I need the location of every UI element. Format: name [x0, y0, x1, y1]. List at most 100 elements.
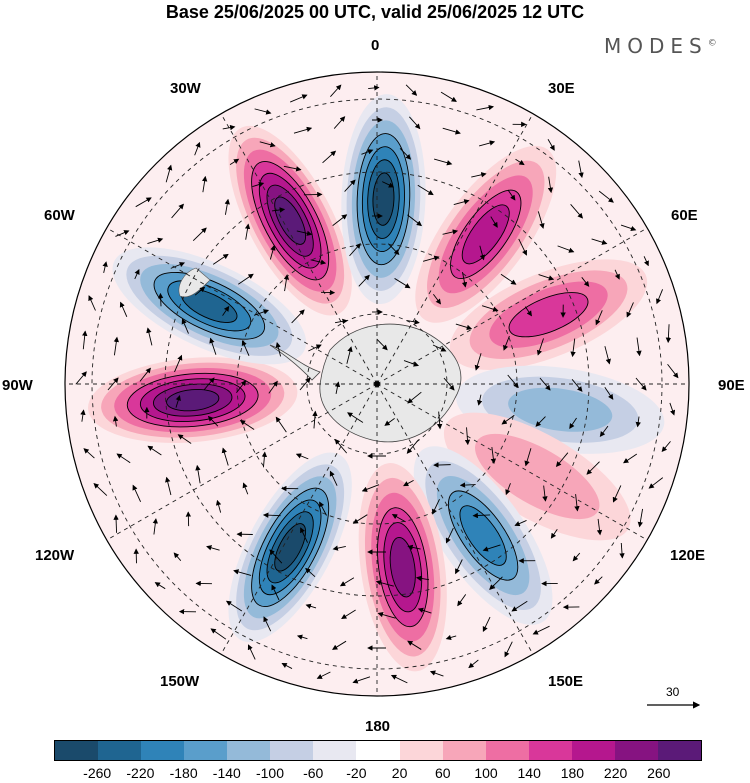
wind-vector	[403, 480, 414, 487]
wind-vector	[171, 203, 184, 219]
wind-vector	[648, 477, 664, 489]
wind-vector	[479, 140, 496, 147]
wind-vector	[407, 544, 421, 551]
wind-vector	[165, 476, 172, 496]
wind-vector	[569, 417, 577, 429]
meridian-line	[106, 383, 378, 541]
wind-vector	[461, 271, 468, 288]
wind-vector	[399, 148, 412, 160]
wind-vector	[83, 448, 95, 459]
colorbar-segment	[227, 741, 271, 760]
wind-vector	[334, 381, 341, 394]
wind-vector	[283, 274, 290, 292]
wind-vector	[626, 302, 634, 318]
wind-vector	[570, 338, 576, 358]
wind-vector	[275, 342, 282, 357]
wind-vector	[436, 411, 443, 430]
wind-vector	[453, 199, 470, 206]
wind-vector	[192, 227, 207, 241]
wind-vector	[210, 628, 227, 640]
wind-vector	[209, 337, 217, 355]
wind-vector	[490, 216, 498, 228]
wind-vector	[283, 165, 302, 172]
colorbar-tick-label: -100	[255, 765, 285, 781]
wind-vector	[376, 338, 388, 351]
wind-vector	[88, 295, 96, 311]
wind-vector	[407, 640, 422, 650]
wind-vector	[222, 124, 236, 131]
wind-vector	[586, 461, 600, 475]
wind-vector	[139, 367, 151, 382]
wind-vector	[669, 402, 676, 416]
wind-vector	[290, 94, 308, 103]
wind-vector	[262, 512, 281, 518]
wind-vector	[271, 207, 286, 213]
wind-vector	[537, 211, 545, 229]
wind-vector	[225, 600, 243, 612]
wind-vector	[93, 482, 108, 496]
wind-vector	[532, 625, 550, 635]
wind-vector	[570, 204, 584, 219]
wind-vector	[259, 141, 276, 148]
wind-vector	[384, 418, 395, 426]
wind-vector	[352, 514, 368, 524]
wind-vector	[281, 663, 293, 669]
colorbar-tick-label: 100	[474, 765, 498, 781]
wind-vector	[635, 416, 641, 428]
wind-vector	[181, 318, 189, 334]
wind-vector	[271, 584, 280, 601]
anomaly-band	[274, 523, 307, 572]
wind-vector	[154, 582, 166, 590]
colorbar-tick-label: -20	[346, 765, 367, 781]
wind-vector	[135, 197, 152, 208]
wind-vector	[203, 377, 215, 391]
colorbar-tick-label: 180	[560, 765, 585, 781]
wind-vector	[194, 141, 201, 156]
wind-vector	[390, 674, 408, 684]
wind-vector	[238, 273, 254, 285]
wind-vector	[619, 542, 625, 559]
wind-vector	[514, 520, 527, 527]
wind-vector	[555, 452, 569, 468]
wind-vector	[524, 306, 532, 317]
lon-label-60e: 60E	[671, 207, 698, 224]
lon-label-150w: 150W	[160, 673, 200, 690]
wind-vector	[620, 224, 637, 232]
wind-vector	[102, 261, 108, 273]
wind-vector	[361, 484, 380, 492]
wind-vector	[177, 434, 192, 444]
wind-vector	[598, 190, 614, 203]
wind-vector	[236, 380, 247, 393]
wind-vector	[269, 549, 283, 564]
lon-label-150e: 150E	[548, 673, 584, 690]
anomaly-band	[166, 388, 220, 412]
wind-vector	[221, 447, 229, 466]
colorbar-segment	[399, 741, 443, 760]
wind-vector	[471, 172, 487, 178]
wind-vector	[504, 641, 513, 658]
lon-label-90e: 90E	[718, 377, 745, 394]
wind-vector	[547, 176, 554, 194]
wind-vector	[316, 671, 331, 679]
wind-vector	[433, 462, 451, 468]
wind-vector	[352, 676, 371, 684]
wind-vector	[296, 634, 308, 640]
wind-vector	[170, 262, 185, 269]
wind-vector	[339, 577, 355, 587]
wind-vector	[300, 527, 308, 543]
wind-vector	[635, 377, 647, 391]
wind-vector	[536, 338, 544, 356]
wind-vector	[146, 327, 153, 346]
wind-vector	[113, 336, 120, 356]
wind-vector	[341, 609, 356, 620]
wind-vector	[242, 482, 249, 495]
wind-vector	[614, 269, 620, 280]
colorbar-tick-label: 220	[603, 765, 628, 781]
wind-vector	[417, 607, 432, 614]
wind-vector	[215, 499, 222, 513]
wind-vector	[415, 575, 430, 582]
colorbar-tick-label: 20	[391, 765, 408, 781]
wind-vector	[604, 346, 611, 365]
colorbar-segment	[614, 741, 658, 760]
